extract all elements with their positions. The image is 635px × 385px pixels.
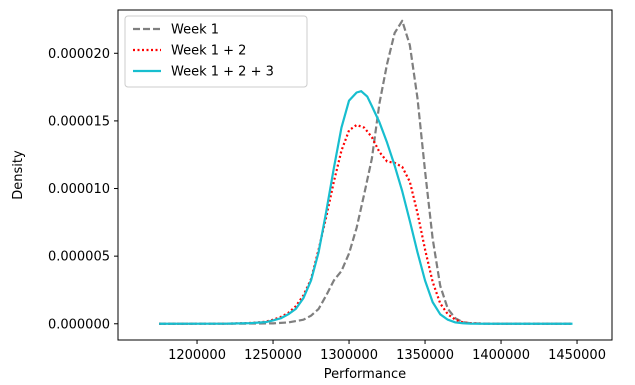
x-tick-label: 1450000 (548, 348, 606, 363)
x-axis-label: Performance (324, 367, 406, 382)
x-axis-ticks: 1200000 1250000 1300000 1350000 1400000 14500… (168, 340, 606, 363)
legend-label: Week 1 + 2 + 3 (171, 65, 274, 80)
x-tick-label: 1200000 (168, 348, 226, 363)
y-axis-ticks: 0.000000 0.000005 0.000010 0.000015 0.000020 (48, 47, 118, 332)
series-line-3 (159, 90, 573, 325)
legend-label: Week 1 (171, 23, 219, 38)
series-line-1 (159, 19, 573, 325)
x-tick-label: 1400000 (472, 348, 530, 363)
x-tick-label: 1300000 (320, 348, 378, 363)
y-tick-label: 0.000005 (48, 250, 110, 265)
series-line-2 (159, 123, 573, 325)
axes-frame (117, 9, 613, 341)
y-tick-label: 0.000010 (48, 182, 110, 197)
x-tick-label: 1250000 (244, 348, 302, 363)
legend-label: Week 1 + 2 (171, 44, 246, 59)
y-tick-label: 0.000015 (48, 114, 110, 129)
legend-box (124, 15, 308, 88)
y-tick-label: 0.000000 (48, 317, 110, 332)
series-lines (159, 19, 573, 325)
legend: Week 1 Week 1 + 2 Week 1 + 2 + 3 (124, 15, 308, 88)
y-tick-label: 0.000020 (48, 47, 110, 62)
y-axis-label: Density (11, 150, 26, 200)
x-tick-label: 1350000 (396, 348, 454, 363)
